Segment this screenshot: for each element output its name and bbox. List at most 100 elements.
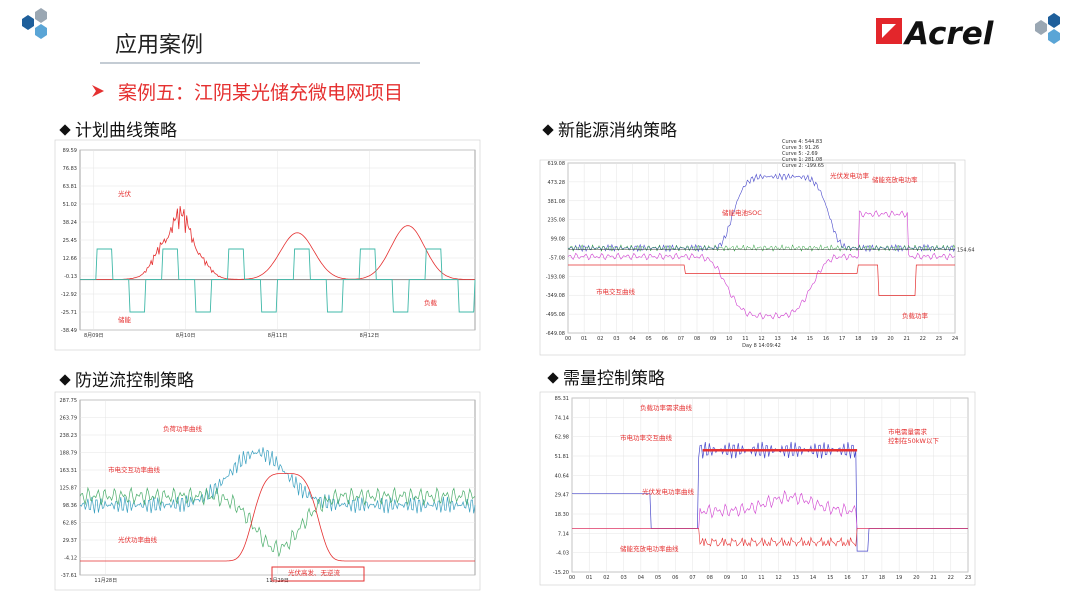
x-tick-label: 15 [827,575,833,581]
y-tick-label: -193.08 [546,274,565,280]
y-tick-label: -37.61 [61,573,77,579]
curve [572,528,968,547]
x-tick-label: 21 [930,575,936,581]
x-tick-label: 19 [896,575,902,581]
x-tick-label: 17 [839,336,845,342]
y-tick-label: -4.12 [64,556,77,562]
x-tick-label: 00 [565,336,571,342]
diamond-icon [542,124,554,136]
x-tick-label: 11 [758,575,764,581]
y-tick-label: 188.79 [60,451,78,457]
legend-entry: Curve 3: 91.26 [782,145,819,151]
x-tick-label: 18 [879,575,885,581]
x-tick-label: 10 [741,575,747,581]
annotation: 光伏发电功率曲线 [642,487,695,496]
annotation: 控制在50kW以下 [888,436,939,445]
annotation: 市电需量需求 [888,427,928,436]
y-tick-label: 287.75 [60,398,78,404]
x-tick-label: 08 [694,336,700,342]
x-tick-label: 14 [810,575,816,581]
y-tick-label: -12.92 [61,292,77,298]
diamond-icon [59,124,71,136]
x-tick-label: 20 [887,336,893,342]
x-tick-label: 18 [855,336,861,342]
x-tick-label: 06 [662,336,668,342]
x-tick-label: 08 [707,575,713,581]
y-tick-label: 12.66 [63,256,77,262]
x-tick-label: 17 [862,575,868,581]
x-tick-label: 15 [807,336,813,342]
logo-mark [876,18,902,44]
y-tick-label: -649.08 [546,331,565,337]
x-tick-label: 06 [672,575,678,581]
x-tick-label: 22 [948,575,954,581]
annotation: 市电交互曲线 [596,287,636,296]
annotation: 光伏 [118,189,132,198]
annotation: 负载 [424,298,438,307]
x-tick-label: 01 [581,336,587,342]
annotation: 储能充放电功率 [872,175,918,184]
x-tick-label: 13 [774,336,780,342]
x-tick-label: 23 [936,336,942,342]
arrow-icon [92,85,104,97]
y-tick-label: 381.08 [548,199,566,205]
annotation: 光伏高发、无逆流 [288,568,341,577]
y-tick-label: 99.08 [551,237,565,243]
x-tick-label: 02 [597,336,603,342]
y-tick-label: 29.37 [63,538,77,544]
y-tick-label: 63.81 [63,184,77,190]
y-tick-label: 7.14 [558,531,569,537]
y-tick-label: 235.08 [548,218,566,224]
x-tick-label: 23 [965,575,971,581]
diamond-icon [59,374,71,386]
y-tick-label: 74.14 [555,415,569,421]
section-title: 新能源消纳策略 [558,121,677,141]
curve [80,206,475,280]
right-label: 154.64 [957,247,975,253]
curve [567,210,956,320]
x-tick-label: 13 [793,575,799,581]
x-axis-label: Day 8 14:09:42 [742,343,781,349]
y-tick-label: 51.81 [555,454,569,460]
y-tick-label: 29.47 [555,493,569,499]
annotation: 储能电池SOC [722,208,762,217]
x-tick-label: 07 [689,575,695,581]
x-tick-label: 01 [586,575,592,581]
y-tick-label: 89.59 [63,148,77,154]
annotation: 负荷功率曲线 [163,424,203,433]
y-tick-label: -495.08 [546,312,565,318]
x-tick-label: 8月09日 [84,333,104,339]
y-tick-label: 38.24 [63,220,77,226]
legend-entry: Curve 2: -199.65 [782,163,824,169]
y-tick-label: -0.13 [64,274,77,280]
y-tick-label: 98.36 [63,503,77,509]
diamond-icon [547,372,559,384]
x-tick-label: 12 [775,575,781,581]
section-title: 需量控制策略 [563,369,665,389]
x-tick-label: 8月11日 [268,333,288,339]
y-tick-label: 473.28 [548,180,566,186]
x-tick-label: 02 [603,575,609,581]
annotation: 光伏发电功率 [830,171,870,180]
x-tick-label: 05 [645,336,651,342]
x-tick-label: 16 [844,575,850,581]
x-tick-label: 09 [710,336,716,342]
x-tick-label: 07 [678,336,684,342]
legend-entry: Curve 4: 544.83 [782,139,822,145]
annotation: 市电功率交互曲线 [620,433,673,442]
y-tick-label: 619.08 [548,161,566,167]
curve [567,243,956,253]
plot-area [571,397,969,573]
x-tick-label: 03 [620,575,626,581]
x-tick-label: 09 [724,575,730,581]
y-tick-label: -349.08 [546,293,565,299]
x-tick-label: 16 [823,336,829,342]
y-tick-label: 51.02 [63,202,77,208]
x-tick-label: 22 [920,336,926,342]
x-tick-label: 14 [791,336,797,342]
x-tick-label: 19 [871,336,877,342]
curve [79,486,476,557]
y-tick-label: -25.71 [61,310,77,316]
y-tick-label: 163.31 [60,468,78,474]
x-tick-label: 21 [903,336,909,342]
